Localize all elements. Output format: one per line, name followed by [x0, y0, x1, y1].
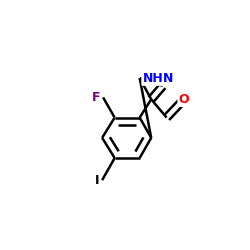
Text: O: O: [179, 93, 189, 106]
Text: NH: NH: [142, 72, 163, 85]
Text: NH: NH: [142, 72, 163, 85]
Text: N: N: [162, 72, 173, 85]
Text: O: O: [179, 93, 189, 106]
Text: I: I: [95, 174, 99, 187]
Text: I: I: [95, 174, 99, 187]
Text: F: F: [92, 91, 100, 104]
Text: F: F: [92, 91, 100, 104]
Text: N: N: [162, 72, 173, 85]
